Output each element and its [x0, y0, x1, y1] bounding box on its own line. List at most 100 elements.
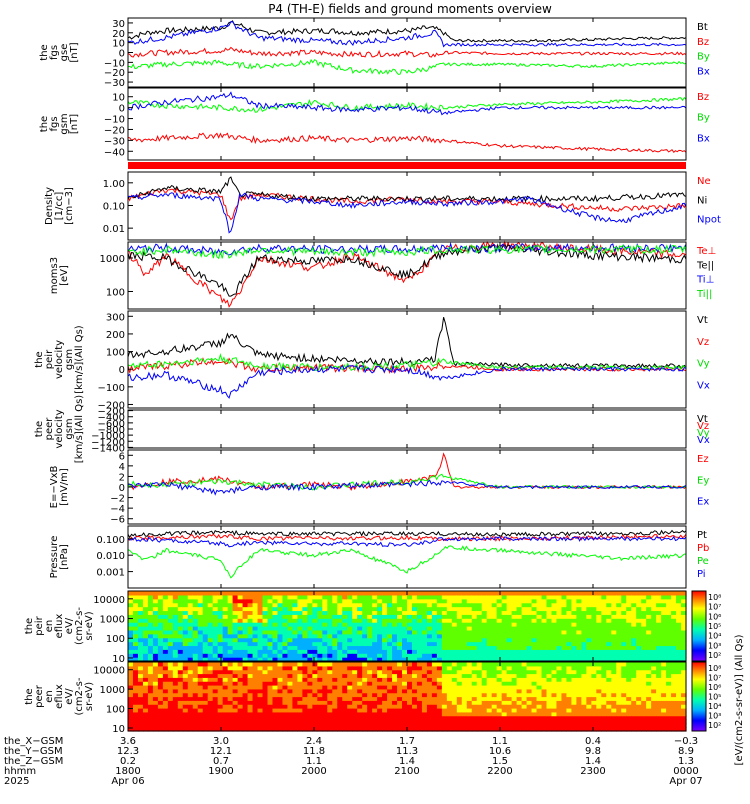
spectrogram-cell: [312, 602, 318, 608]
spectrogram-cell: [591, 622, 597, 627]
spectrogram-cell: [397, 622, 403, 627]
spectrogram-cell: [397, 692, 403, 698]
spectrogram-cell: [416, 626, 423, 631]
spectrogram-cell: [666, 696, 672, 701]
spectrogram-cell: [461, 653, 468, 658]
series-line-By: [127, 58, 687, 75]
spectrogram-cell: [322, 606, 328, 612]
spectrogram-cell: [152, 669, 159, 675]
spectrogram-cell: [631, 649, 637, 654]
spectrogram-cell: [456, 662, 463, 667]
spectrogram-cell: [137, 715, 144, 721]
spectrogram-cell: [621, 685, 627, 690]
spectrogram-cell: [132, 692, 139, 698]
spectrogram-cell: [177, 665, 184, 671]
spectrogram-cell: [307, 606, 313, 612]
spectrogram-cell: [317, 685, 323, 690]
spectrogram-cell: [152, 673, 159, 678]
spectrogram-cell: [377, 649, 383, 654]
spectrogram-cell: [257, 626, 264, 631]
spectrogram-cell: [197, 715, 204, 721]
spectrogram-cell: [631, 629, 637, 635]
y-axis-label: [cm−3]: [64, 187, 75, 225]
spectrogram-cell: [287, 657, 294, 662]
spectrogram-cell: [621, 700, 627, 705]
spectrogram-cell: [496, 626, 503, 631]
spectrogram-cell: [252, 598, 259, 604]
spectrogram-cell: [147, 685, 154, 690]
spectrogram-cell: [332, 641, 338, 647]
spectrogram-cell: [531, 610, 538, 615]
spectrogram-cell: [392, 602, 398, 608]
spectrogram-cell: [476, 677, 483, 682]
spectrogram-cell: [257, 657, 264, 662]
spectrogram-cell: [187, 708, 194, 713]
spectrogram-cell: [307, 591, 313, 596]
spectrogram-cell: [536, 614, 543, 619]
spectrogram-cell: [377, 708, 383, 713]
spectrogram-cell: [272, 626, 279, 631]
spectrogram-cell: [631, 723, 637, 728]
spectrogram-cell: [561, 618, 568, 623]
spectrogram-cell: [242, 688, 249, 694]
spectrogram-cell: [606, 696, 612, 701]
spectrogram-cell: [237, 685, 244, 690]
spectrogram-cell: [287, 614, 294, 619]
spectrogram-cell: [626, 673, 632, 678]
spectrogram-cell: [536, 637, 543, 643]
spectrogram-cell: [167, 598, 174, 604]
spectrogram-cell: [471, 692, 478, 698]
spectrogram-cell: [262, 688, 269, 694]
spectrogram-cell: [631, 606, 637, 612]
spectrogram-cell: [332, 696, 338, 701]
spectrogram-cell: [317, 645, 323, 650]
spectrogram-cell: [516, 633, 523, 639]
spectrogram-cell: [282, 688, 289, 694]
spectrogram-cell: [646, 704, 652, 709]
spectrogram-cell: [601, 653, 607, 658]
spectrogram-cell: [272, 645, 279, 650]
spectrogram-cell: [581, 688, 587, 694]
spectrogram-cell: [411, 715, 418, 721]
spectrogram-cell: [651, 669, 657, 675]
spectrogram-cell: [426, 610, 433, 615]
spectrogram-cell: [566, 622, 573, 627]
spectrogram-cell: [177, 673, 184, 678]
spectrogram-cell: [556, 602, 563, 608]
spectrogram-cell: [392, 653, 398, 658]
spectrogram-cell: [237, 708, 244, 713]
spectrogram-cell: [392, 685, 398, 690]
spectrogram-cell: [606, 598, 612, 604]
spectrogram-cell: [128, 681, 134, 686]
spectrogram-cell: [476, 622, 483, 627]
spectrogram-cell: [626, 669, 632, 675]
spectrogram-cell: [337, 653, 343, 658]
spectrogram-cell: [556, 629, 563, 635]
spectrogram-cell: [551, 700, 558, 705]
spectrogram-cell: [252, 594, 259, 600]
spectrogram-cell: [561, 629, 568, 635]
spectrogram-cell: [337, 673, 343, 678]
spectrogram-cell: [302, 653, 308, 658]
spectrogram-cell: [132, 685, 139, 690]
spectrogram-cell: [426, 594, 433, 600]
spectrogram-cell: [661, 700, 667, 705]
y-tick-label: −400: [98, 413, 125, 424]
spectrogram-cell: [441, 594, 448, 600]
spectrogram-cell: [287, 723, 294, 728]
spectrogram-cell: [546, 677, 553, 682]
spectrogram-cell: [227, 696, 234, 701]
spectrogram-cell: [232, 700, 239, 705]
spectrogram-cell: [531, 696, 538, 701]
spectrogram-cell: [407, 719, 413, 724]
spectrogram-cell: [631, 614, 637, 619]
spectrogram-cell: [217, 677, 224, 682]
spectrogram-cell: [327, 704, 333, 709]
spectrogram-cell: [451, 669, 458, 675]
spectrogram-cell: [272, 662, 279, 667]
spectrogram-cell: [411, 685, 418, 690]
spectrogram-cell: [531, 692, 538, 698]
spectrogram-cell: [302, 606, 308, 612]
spectrogram-cell: [287, 719, 294, 724]
